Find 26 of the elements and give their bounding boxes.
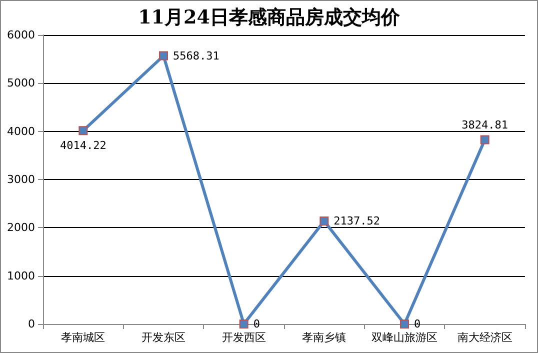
x-tick-label: 南大经济区 — [457, 331, 512, 344]
data-label: 0 — [414, 318, 421, 330]
y-tick-label: 6000 — [7, 28, 35, 42]
point — [239, 320, 248, 328]
data-label: 2137.52 — [334, 214, 380, 228]
point — [159, 51, 168, 60]
y-tick-label: 0 — [28, 318, 35, 330]
data-label: 4014.22 — [60, 139, 106, 152]
point — [320, 216, 329, 226]
x-tick-label: 开发东区 — [142, 331, 186, 344]
chart-title: 11月24日孝感商品房成交均价 — [138, 6, 401, 28]
y-tick-label: 2000 — [7, 221, 35, 234]
y-tick-label: 4000 — [7, 124, 35, 138]
data-label: 5568.31 — [173, 49, 220, 62]
y-tick-label: 3000 — [7, 173, 35, 186]
x-tick-label: 孝南乡镇 — [302, 331, 346, 344]
data-label: 3824.81 — [462, 118, 508, 132]
x-tick-label: 开发西区 — [222, 331, 266, 344]
point — [78, 126, 88, 136]
x-tick-label: 双峰山旅游区 — [372, 331, 438, 344]
x-tick-label: 孝南城区 — [61, 331, 106, 344]
y-tick-label: 5000 — [7, 76, 35, 90]
y-tick-label: 1000 — [7, 269, 35, 282]
point — [480, 135, 490, 144]
point — [400, 320, 409, 328]
data-label: 0 — [253, 318, 260, 330]
